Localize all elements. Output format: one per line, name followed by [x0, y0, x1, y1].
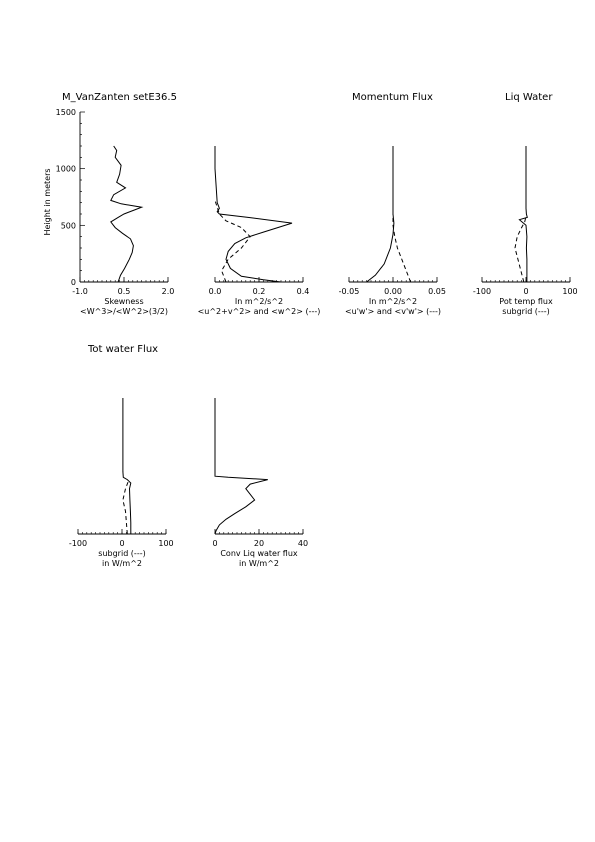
x-tick-label: 2.0 — [162, 287, 175, 296]
x-axis-label-secondary: subgrid (---) — [502, 307, 549, 316]
series-line-solid — [214, 146, 293, 283]
x-axis-label-secondary: <W^3>/<W^2>(3/2) — [80, 307, 168, 316]
chart-panel-skewness: -1.0 0.5 2.0 0 500 1000 1500 Height in meters Sk… — [43, 108, 174, 316]
y-tick-label: 1000 — [56, 165, 76, 174]
x-tick-label: -0.05 — [339, 287, 360, 296]
x-axis-label-secondary: <u'w'> and <v'w'> (---) — [345, 307, 441, 316]
x-tick-label: 0.05 — [428, 287, 446, 296]
y-tick-label: 0 — [71, 278, 76, 287]
x-tick-label: 0.5 — [118, 287, 131, 296]
x-tick-label: 0.00 — [384, 287, 402, 296]
x-tick-label: 20 — [254, 539, 264, 548]
x-tick-label: 0.0 — [209, 287, 222, 296]
x-tick-label: -1.0 — [72, 287, 88, 296]
x-axis-label: subgrid (---) — [98, 549, 145, 558]
y-axis-label: Height in meters — [43, 168, 52, 235]
x-tick-label: 0 — [212, 539, 217, 548]
x-tick-label: 0.4 — [297, 287, 310, 296]
x-axis-label: Skewness — [104, 297, 143, 306]
x-axis-label: In m^2/s^2 — [235, 297, 283, 306]
x-tick-label: 0.2 — [253, 287, 266, 296]
x-tick-label: 100 — [158, 539, 173, 548]
panel-title: Tot water Flux — [87, 344, 158, 355]
series-line-solid — [110, 145, 144, 283]
y-tick-label: 1500 — [56, 108, 76, 117]
x-tick-label: 0 — [119, 539, 124, 548]
panel-title: Momentum Flux — [352, 92, 433, 103]
series-line-dashed — [392, 214, 412, 283]
x-axis-label: Conv Liq water flux — [220, 549, 298, 558]
x-tick-label: 0 — [523, 287, 528, 296]
x-axis-label-secondary: <u^2+v^2> and <w^2> (---) — [198, 307, 321, 316]
panel-title: Liq Water — [505, 92, 553, 103]
x-axis-label-secondary: in W/m^2 — [102, 559, 142, 568]
chart-panel-velocity-variance: 0.0 0.2 0.4 In m^2/s^2<u^2+v^2> and <w^2> (… — [198, 146, 321, 316]
series-line-solid — [366, 146, 395, 283]
series-line-dashed — [214, 200, 251, 283]
series-line-solid — [122, 398, 132, 534]
x-tick-label: 40 — [298, 539, 308, 548]
x-axis-label: Pot temp flux — [499, 297, 553, 306]
x-tick-label: 100 — [562, 287, 577, 296]
series-line-solid — [214, 398, 268, 535]
chart-panel-tot-water-flux: -100 0 100 Tot water Flux subgrid (---)in W/… — [69, 344, 174, 568]
series-line-dashed — [514, 216, 527, 283]
x-tick-label: -100 — [69, 539, 87, 548]
series-line-dashed — [122, 479, 130, 535]
x-axis-label: In m^2/s^2 — [369, 297, 417, 306]
series-line-solid — [518, 146, 528, 282]
x-axis-label-secondary: in W/m^2 — [239, 559, 279, 568]
chart-panel-momentum-flux: -0.05 0.00 0.05 Momentum Flux In m^2/s^2<u'w… — [339, 92, 446, 316]
y-tick-label: 500 — [61, 221, 76, 230]
figure-title: M_VanZanten setE36.5 — [62, 92, 177, 103]
x-tick-label: -100 — [473, 287, 491, 296]
